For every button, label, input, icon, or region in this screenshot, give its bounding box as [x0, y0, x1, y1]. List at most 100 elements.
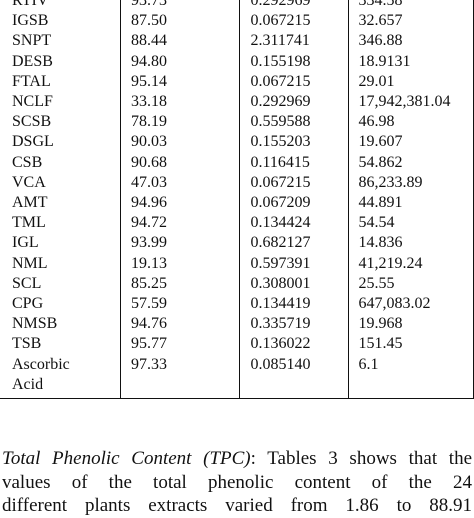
sample-name: CSB — [12, 153, 43, 171]
absorbance-value: 0.067215 — [239, 71, 349, 93]
paragraph-line: different plants extracts varied from 1.… — [2, 495, 472, 516]
absorbance-value: 0.559588 — [239, 112, 349, 133]
absorbance-value: 0.597391 — [239, 253, 349, 274]
ic50-value: 44.891 — [347, 193, 474, 214]
inhibition-value: 88.44 — [119, 31, 240, 52]
sample-name: SCSB — [12, 113, 52, 131]
sample-name-line: Ascorbic — [12, 355, 70, 373]
table-row: RTIV 93.73 0.292969 334.58 — [0, 0, 474, 12]
inhibition-value: 78.19 — [119, 112, 240, 133]
paragraph-line: Total Phenolic Content (TPC): Tables 3 s… — [2, 447, 472, 471]
ic50-value: 18.9131 — [347, 51, 474, 72]
table-row: TSB 95.77 0.136022 151.45 — [0, 334, 474, 355]
ic50-value: 19.968 — [347, 314, 474, 335]
inhibition-value: 94.96 — [119, 193, 240, 214]
absorbance-value: 0.067215 — [239, 172, 349, 194]
ic50-value: 46.98 — [347, 112, 474, 133]
table-row: FTAL 95.14 0.067215 29.01 — [0, 71, 474, 93]
table-row: NCLF 33.18 0.292969 17,942,381.04 — [0, 92, 474, 113]
inhibition-value: 95.14 — [119, 71, 240, 93]
inhibition-value: 93.99 — [119, 233, 240, 254]
table-row: NML 19.13 0.597391 41,219.24 — [0, 253, 474, 274]
absorbance-value: 0.067215 — [239, 11, 349, 32]
sample-name: FTAL — [12, 72, 51, 90]
sample-name: IGSB — [12, 12, 49, 30]
paragraph-line: values of the total phenolic content of … — [2, 471, 472, 493]
ic50-value: 151.45 — [347, 334, 474, 355]
sample-name: TSB — [12, 335, 42, 353]
absorbance-value: 0.085140 — [239, 354, 349, 400]
sample-name: VCA — [12, 173, 46, 191]
absorbance-value: 2.311741 — [239, 31, 349, 52]
sample-name: DSGL — [12, 133, 54, 151]
table-row-last: Ascorbic Acid 97.33 0.085140 6.1 — [0, 354, 474, 400]
absorbance-value: 0.155203 — [239, 132, 349, 153]
sample-name: Ascorbic Acid — [0, 354, 121, 400]
sample-name: DESB — [12, 52, 53, 70]
table-row: NMSB 94.76 0.335719 19.968 — [0, 314, 474, 335]
ic50-value: 6.1 — [347, 354, 474, 400]
ic50-value: 25.55 — [347, 273, 474, 295]
inhibition-value: 85.25 — [119, 273, 240, 295]
sample-name: AMT — [12, 194, 48, 212]
inhibition-value: 19.13 — [119, 253, 240, 274]
section-lead-italic: Total Phenolic Content (TPC) — [2, 448, 251, 469]
absorbance-value: 0.134419 — [239, 294, 349, 315]
table-row: SNPT 88.44 2.311741 346.88 — [0, 31, 474, 52]
ic50-value: 14.836 — [347, 233, 474, 254]
table-row: VCA 47.03 0.067215 86,233.89 — [0, 172, 474, 194]
body-paragraph: Total Phenolic Content (TPC): Tables 3 s… — [2, 447, 472, 518]
inhibition-value: 94.80 — [119, 51, 240, 72]
table-row: IGSB 87.50 0.067215 32.657 — [0, 11, 474, 32]
ic50-value: 334.58 — [347, 0, 474, 12]
inhibition-value: 90.03 — [119, 132, 240, 153]
sample-name: TML — [12, 214, 46, 232]
table-row: AMT 94.96 0.067209 44.891 — [0, 193, 474, 214]
absorbance-value: 0.155198 — [239, 51, 349, 72]
table-row: DSGL 90.03 0.155203 19.607 — [0, 132, 474, 153]
absorbance-value: 0.292969 — [239, 0, 349, 12]
inhibition-value: 87.50 — [119, 11, 240, 32]
table-row: DESB 94.80 0.155198 18.9131 — [0, 51, 474, 72]
inhibition-value: 90.68 — [119, 152, 240, 173]
sample-name: IGL — [12, 234, 39, 252]
results-table: RTIV 93.73 0.292969 334.58 IGSB 87.50 0.06721… — [0, 0, 474, 400]
table-row: SCSB 78.19 0.559588 46.98 — [0, 112, 474, 133]
absorbance-value: 0.308001 — [239, 273, 349, 295]
ic50-value: 32.657 — [347, 11, 474, 32]
inhibition-value: 94.76 — [119, 314, 240, 335]
absorbance-value: 0.292969 — [239, 92, 349, 113]
ic50-value: 54.862 — [347, 152, 474, 173]
paragraph-text: : Tables 3 shows that the — [250, 448, 472, 469]
sample-name: RTIV — [12, 0, 49, 9]
inhibition-value: 93.73 — [119, 0, 240, 12]
table-row: IGL 93.99 0.682127 14.836 — [0, 233, 474, 254]
sample-name: SNPT — [12, 32, 52, 50]
inhibition-value: 95.77 — [119, 334, 240, 355]
table-row: CPG 57.59 0.134419 647,083.02 — [0, 294, 474, 315]
table-row: TML 94.72 0.134424 54.54 — [0, 213, 474, 234]
absorbance-value: 0.134424 — [239, 213, 349, 234]
ic50-value: 41,219.24 — [347, 253, 474, 274]
ic50-value: 29.01 — [347, 71, 474, 93]
sample-name: SCL — [12, 274, 42, 292]
inhibition-value: 57.59 — [119, 294, 240, 315]
inhibition-value: 94.72 — [119, 213, 240, 234]
table-row: CSB 90.68 0.116415 54.862 — [0, 152, 474, 173]
sample-name: CPG — [12, 295, 44, 313]
table-row: SCL 85.25 0.308001 25.55 — [0, 273, 474, 295]
sample-name: NMSB — [12, 315, 58, 333]
sample-name-line: Acid — [12, 375, 44, 393]
ic50-value: 346.88 — [347, 31, 474, 52]
ic50-value: 19.607 — [347, 132, 474, 153]
inhibition-value: 47.03 — [119, 172, 240, 194]
absorbance-value: 0.136022 — [239, 334, 349, 355]
ic50-value: 17,942,381.04 — [347, 92, 474, 113]
absorbance-value: 0.067209 — [239, 193, 349, 214]
inhibition-value: 97.33 — [119, 354, 240, 400]
inhibition-value: 33.18 — [119, 92, 240, 113]
ic50-value: 647,083.02 — [347, 294, 474, 315]
absorbance-value: 0.682127 — [239, 233, 349, 254]
ic50-value: 86,233.89 — [347, 172, 474, 194]
absorbance-value: 0.335719 — [239, 314, 349, 335]
